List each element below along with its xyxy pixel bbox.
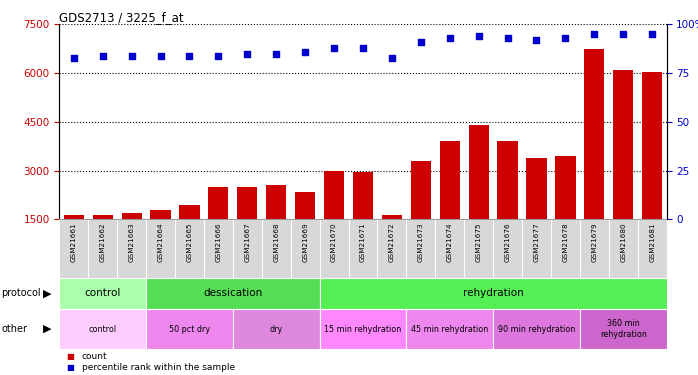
- Bar: [498, 141, 518, 219]
- Point: [299, 49, 311, 55]
- Point: [126, 53, 138, 58]
- Bar: [59, 278, 146, 309]
- Text: dessication: dessication: [203, 288, 262, 298]
- Text: 45 min rehydration: 45 min rehydration: [411, 324, 489, 334]
- Text: GSM21679: GSM21679: [591, 222, 597, 262]
- Bar: [266, 185, 286, 219]
- Text: GSM21671: GSM21671: [360, 222, 366, 262]
- Text: GSM21665: GSM21665: [186, 222, 193, 262]
- Bar: [580, 309, 667, 349]
- Bar: [121, 213, 142, 219]
- Bar: [555, 156, 575, 219]
- Text: other: other: [1, 324, 27, 334]
- Text: GSM21662: GSM21662: [100, 222, 105, 262]
- Bar: [642, 72, 662, 219]
- Bar: [237, 187, 258, 219]
- Text: GSM21668: GSM21668: [273, 222, 279, 262]
- Text: control: control: [89, 324, 117, 334]
- Point: [531, 37, 542, 43]
- Text: protocol: protocol: [1, 288, 41, 298]
- Text: percentile rank within the sample: percentile rank within the sample: [82, 363, 235, 372]
- Point: [646, 31, 658, 37]
- Text: 50 pct dry: 50 pct dry: [169, 324, 210, 334]
- Text: GSM21670: GSM21670: [331, 222, 337, 262]
- Bar: [179, 205, 200, 219]
- Bar: [146, 309, 233, 349]
- Bar: [295, 192, 315, 219]
- Point: [386, 54, 397, 60]
- Point: [184, 53, 195, 58]
- Point: [502, 35, 513, 41]
- Point: [473, 33, 484, 39]
- Text: 15 min rehydration: 15 min rehydration: [325, 324, 401, 334]
- Bar: [64, 214, 84, 219]
- Point: [618, 31, 629, 37]
- Text: GSM21672: GSM21672: [389, 222, 395, 262]
- Bar: [493, 309, 580, 349]
- Text: ▶: ▶: [43, 288, 52, 298]
- Bar: [208, 187, 228, 219]
- Text: control: control: [84, 288, 121, 298]
- Text: GSM21681: GSM21681: [649, 222, 655, 262]
- Text: 360 min
rehydration: 360 min rehydration: [600, 320, 646, 339]
- Text: GSM21680: GSM21680: [621, 222, 626, 262]
- Point: [97, 53, 108, 58]
- Point: [155, 53, 166, 58]
- Bar: [233, 309, 320, 349]
- Text: 90 min rehydration: 90 min rehydration: [498, 324, 575, 334]
- Bar: [59, 309, 146, 349]
- Point: [329, 45, 340, 51]
- Text: GSM21669: GSM21669: [302, 222, 308, 262]
- Bar: [320, 278, 667, 309]
- Text: GSM21674: GSM21674: [447, 222, 453, 262]
- Text: GSM21675: GSM21675: [475, 222, 482, 262]
- Bar: [406, 309, 493, 349]
- Point: [213, 53, 224, 58]
- Text: rehydration: rehydration: [463, 288, 524, 298]
- Bar: [410, 161, 431, 219]
- Bar: [526, 158, 547, 219]
- Text: ■: ■: [66, 352, 74, 361]
- Text: GSM21678: GSM21678: [563, 222, 568, 262]
- Bar: [584, 49, 604, 219]
- Bar: [613, 70, 633, 219]
- Text: GSM21667: GSM21667: [244, 222, 251, 262]
- Text: GSM21661: GSM21661: [70, 222, 77, 262]
- Text: count: count: [82, 352, 107, 361]
- Point: [68, 54, 80, 60]
- Point: [588, 31, 600, 37]
- Point: [444, 35, 455, 41]
- Text: dry: dry: [269, 324, 283, 334]
- Bar: [150, 210, 170, 219]
- Bar: [146, 278, 320, 309]
- Bar: [93, 214, 113, 219]
- Bar: [440, 141, 460, 219]
- Text: GSM21676: GSM21676: [505, 222, 510, 262]
- Point: [357, 45, 369, 51]
- Text: ▶: ▶: [43, 324, 52, 334]
- Bar: [324, 171, 344, 219]
- Point: [242, 51, 253, 57]
- Bar: [468, 125, 489, 219]
- Text: GSM21666: GSM21666: [216, 222, 221, 262]
- Text: GDS2713 / 3225_f_at: GDS2713 / 3225_f_at: [59, 11, 184, 24]
- Bar: [320, 309, 406, 349]
- Text: GSM21673: GSM21673: [418, 222, 424, 262]
- Text: ■: ■: [66, 363, 74, 372]
- Bar: [352, 172, 373, 219]
- Point: [560, 35, 571, 41]
- Bar: [382, 214, 402, 219]
- Text: GSM21677: GSM21677: [533, 222, 540, 262]
- Text: GSM21664: GSM21664: [158, 222, 163, 262]
- Text: GSM21663: GSM21663: [128, 222, 135, 262]
- Point: [271, 51, 282, 57]
- Point: [415, 39, 426, 45]
